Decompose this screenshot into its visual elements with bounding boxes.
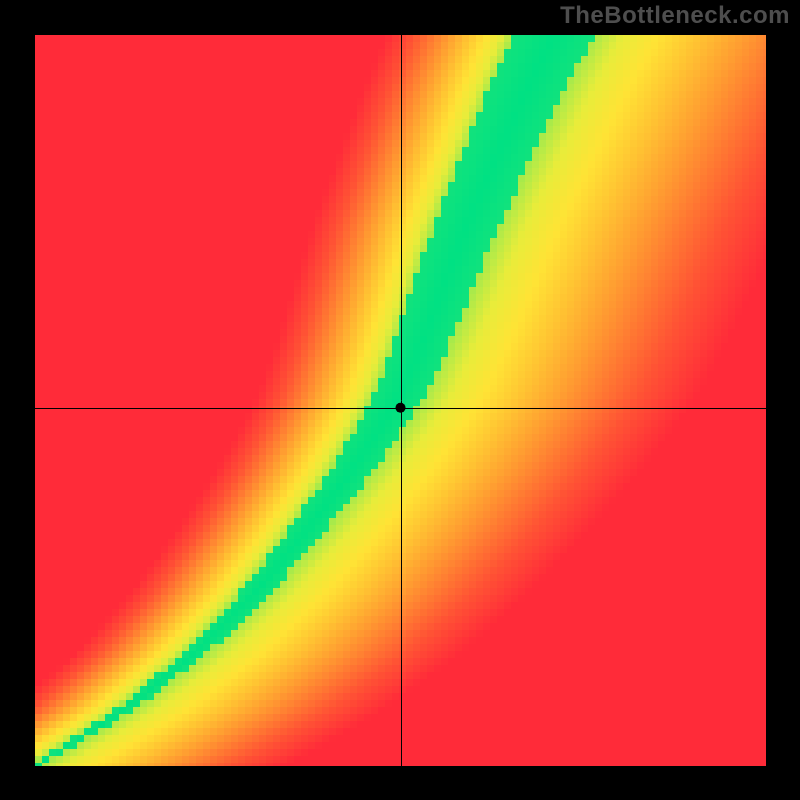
bottleneck-heatmap xyxy=(35,35,766,766)
site-watermark: TheBottleneck.com xyxy=(560,2,790,30)
